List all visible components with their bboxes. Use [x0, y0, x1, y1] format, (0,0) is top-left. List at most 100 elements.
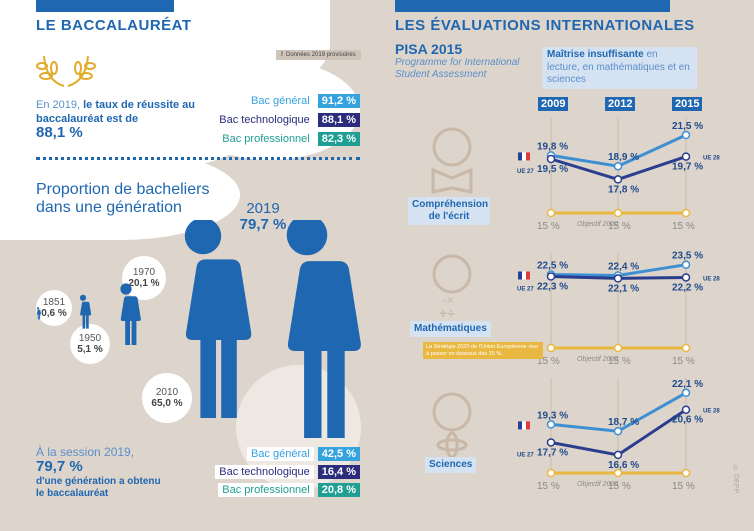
value: 91,2 %: [317, 94, 360, 108]
pass-rate-value: 88,1 %: [36, 124, 83, 141]
data-point: [681, 260, 691, 269]
intro-bold: le taux de réussite au baccalauréat est …: [36, 99, 195, 125]
strategy-note: La Stratégie 2020 de l'Union Européenne …: [423, 342, 543, 360]
data-point: [546, 208, 556, 218]
value: 20,1 %: [128, 278, 160, 289]
eu27-label: UE 27: [517, 286, 534, 292]
subject-science: Sciences: [425, 457, 477, 473]
france-flag-icon: [526, 271, 530, 280]
value: 88,1 %: [317, 113, 360, 127]
france-flag-icon: [518, 421, 522, 430]
intro-light: En 2019,: [36, 99, 81, 111]
share-techno: Bac technologique 16,4 %: [215, 465, 360, 479]
data-label: 15 %: [537, 221, 560, 232]
data-point: [681, 405, 691, 414]
header-bar: [36, 0, 174, 12]
data-point: [681, 130, 691, 140]
legend-box: Maîtrise insuffisante en lecture, en mat…: [542, 47, 697, 89]
data-label: 19,5 %: [537, 164, 568, 175]
bubble-2010: 2010 65,0 %: [142, 373, 192, 423]
dotted-divider: [36, 157, 360, 160]
france-flag-icon: [522, 152, 526, 161]
eu28-label: UE 28: [703, 156, 720, 162]
session-intro: À la session 2019,: [36, 445, 135, 459]
provisional-note: ! Données 2019 provisoires: [276, 50, 361, 60]
data-point: [546, 468, 556, 478]
session-text: d'une génération a obtenu le baccalauréa…: [36, 476, 161, 499]
svg-text:-×: -×: [443, 293, 454, 307]
data-point: [681, 388, 691, 398]
share-general: Bac général 42,5 %: [247, 447, 360, 461]
data-label: 21,5 %: [672, 121, 703, 132]
eu28-label: UE 28: [703, 276, 720, 282]
data-label: 19,7 %: [672, 162, 703, 173]
laurel-icon: [36, 55, 96, 87]
data-label: 18,9 %: [608, 152, 639, 163]
data-label: 15 %: [608, 221, 631, 232]
data-label: 22,3 %: [537, 281, 568, 292]
data-point: [613, 208, 623, 218]
data-label: 16,6 %: [608, 460, 639, 471]
data-point: [613, 426, 623, 436]
data-point: [546, 438, 556, 447]
data-label: 17,8 %: [608, 184, 639, 195]
label: Bac professionnel: [218, 483, 314, 497]
legend-bold: Maîtrise insuffisante: [547, 49, 644, 60]
data-point: [546, 343, 556, 353]
subject-reading: Compréhension de l'écrit: [408, 197, 490, 225]
data-point: [546, 420, 556, 429]
data-label: 15 %: [537, 481, 560, 492]
value: 65,0 %: [151, 398, 183, 409]
data-point: [681, 468, 691, 478]
data-point: [681, 273, 691, 282]
data-point: [613, 468, 623, 478]
france-flag-icon: [526, 152, 530, 161]
proportion-title: Proportion de bacheliers dans une généra…: [36, 181, 210, 217]
label: Bac général: [247, 94, 314, 108]
year: 1851: [42, 297, 66, 308]
data-label: 18,7 %: [608, 417, 639, 428]
pisa-subtitle: Programme for International Student Asse…: [395, 57, 520, 80]
eu27-label: UE 27: [517, 169, 534, 175]
label: Bac technologique: [215, 465, 314, 479]
label: Bac technologique: [215, 113, 314, 127]
objective-label: Objectif 2020: [577, 356, 618, 363]
data-label: 23,5 %: [672, 251, 703, 262]
science-student-icon: [432, 392, 472, 459]
value: 5,1 %: [77, 344, 103, 355]
year: 2010: [155, 387, 179, 398]
data-label: 17,7 %: [537, 447, 568, 458]
data-point: [546, 154, 556, 164]
france-flag-icon: [522, 271, 526, 280]
france-flag-icon: [526, 421, 530, 430]
france-flag-icon: [518, 271, 522, 280]
data-label: 22,4 %: [608, 261, 639, 272]
objective-label: Objectif 2020: [577, 481, 618, 488]
data-point: [613, 175, 623, 184]
data-label: 22,1 %: [608, 283, 639, 294]
data-label: 15 %: [608, 481, 631, 492]
pass-rate-intro: En 2019, le taux de réussite au baccalau…: [36, 99, 196, 127]
data-label: 22,1 %: [672, 379, 703, 390]
data-label: 19,3 %: [537, 410, 568, 421]
pass-rate-techno: Bac technologique 88,1 %: [215, 113, 360, 127]
bubble-1950: 1950 5,1 %: [70, 324, 110, 364]
data-point: [681, 343, 691, 353]
pisa-title: PISA 2015: [395, 41, 463, 57]
data-point: [681, 152, 691, 161]
value: 0,6 %: [41, 308, 67, 319]
info-icon: !: [281, 52, 283, 58]
year: 1970: [132, 267, 156, 278]
math-student-icon: +÷-×: [432, 254, 472, 321]
value: 79,7 %: [239, 216, 287, 233]
data-point: [613, 450, 623, 460]
subject-math: Mathématiques: [410, 321, 491, 337]
value: 82,3 %: [317, 132, 360, 146]
eu27-label: UE 27: [517, 452, 534, 458]
year-2009: 2009: [538, 97, 569, 111]
bubble-1851: 1851 0,6 %: [36, 290, 72, 326]
share-pro: Bac professionnel 20,8 %: [218, 483, 360, 497]
data-label: 20,6 %: [672, 415, 703, 426]
session-value: 79,7 %: [36, 458, 83, 475]
data-label: 22,5 %: [537, 261, 568, 272]
